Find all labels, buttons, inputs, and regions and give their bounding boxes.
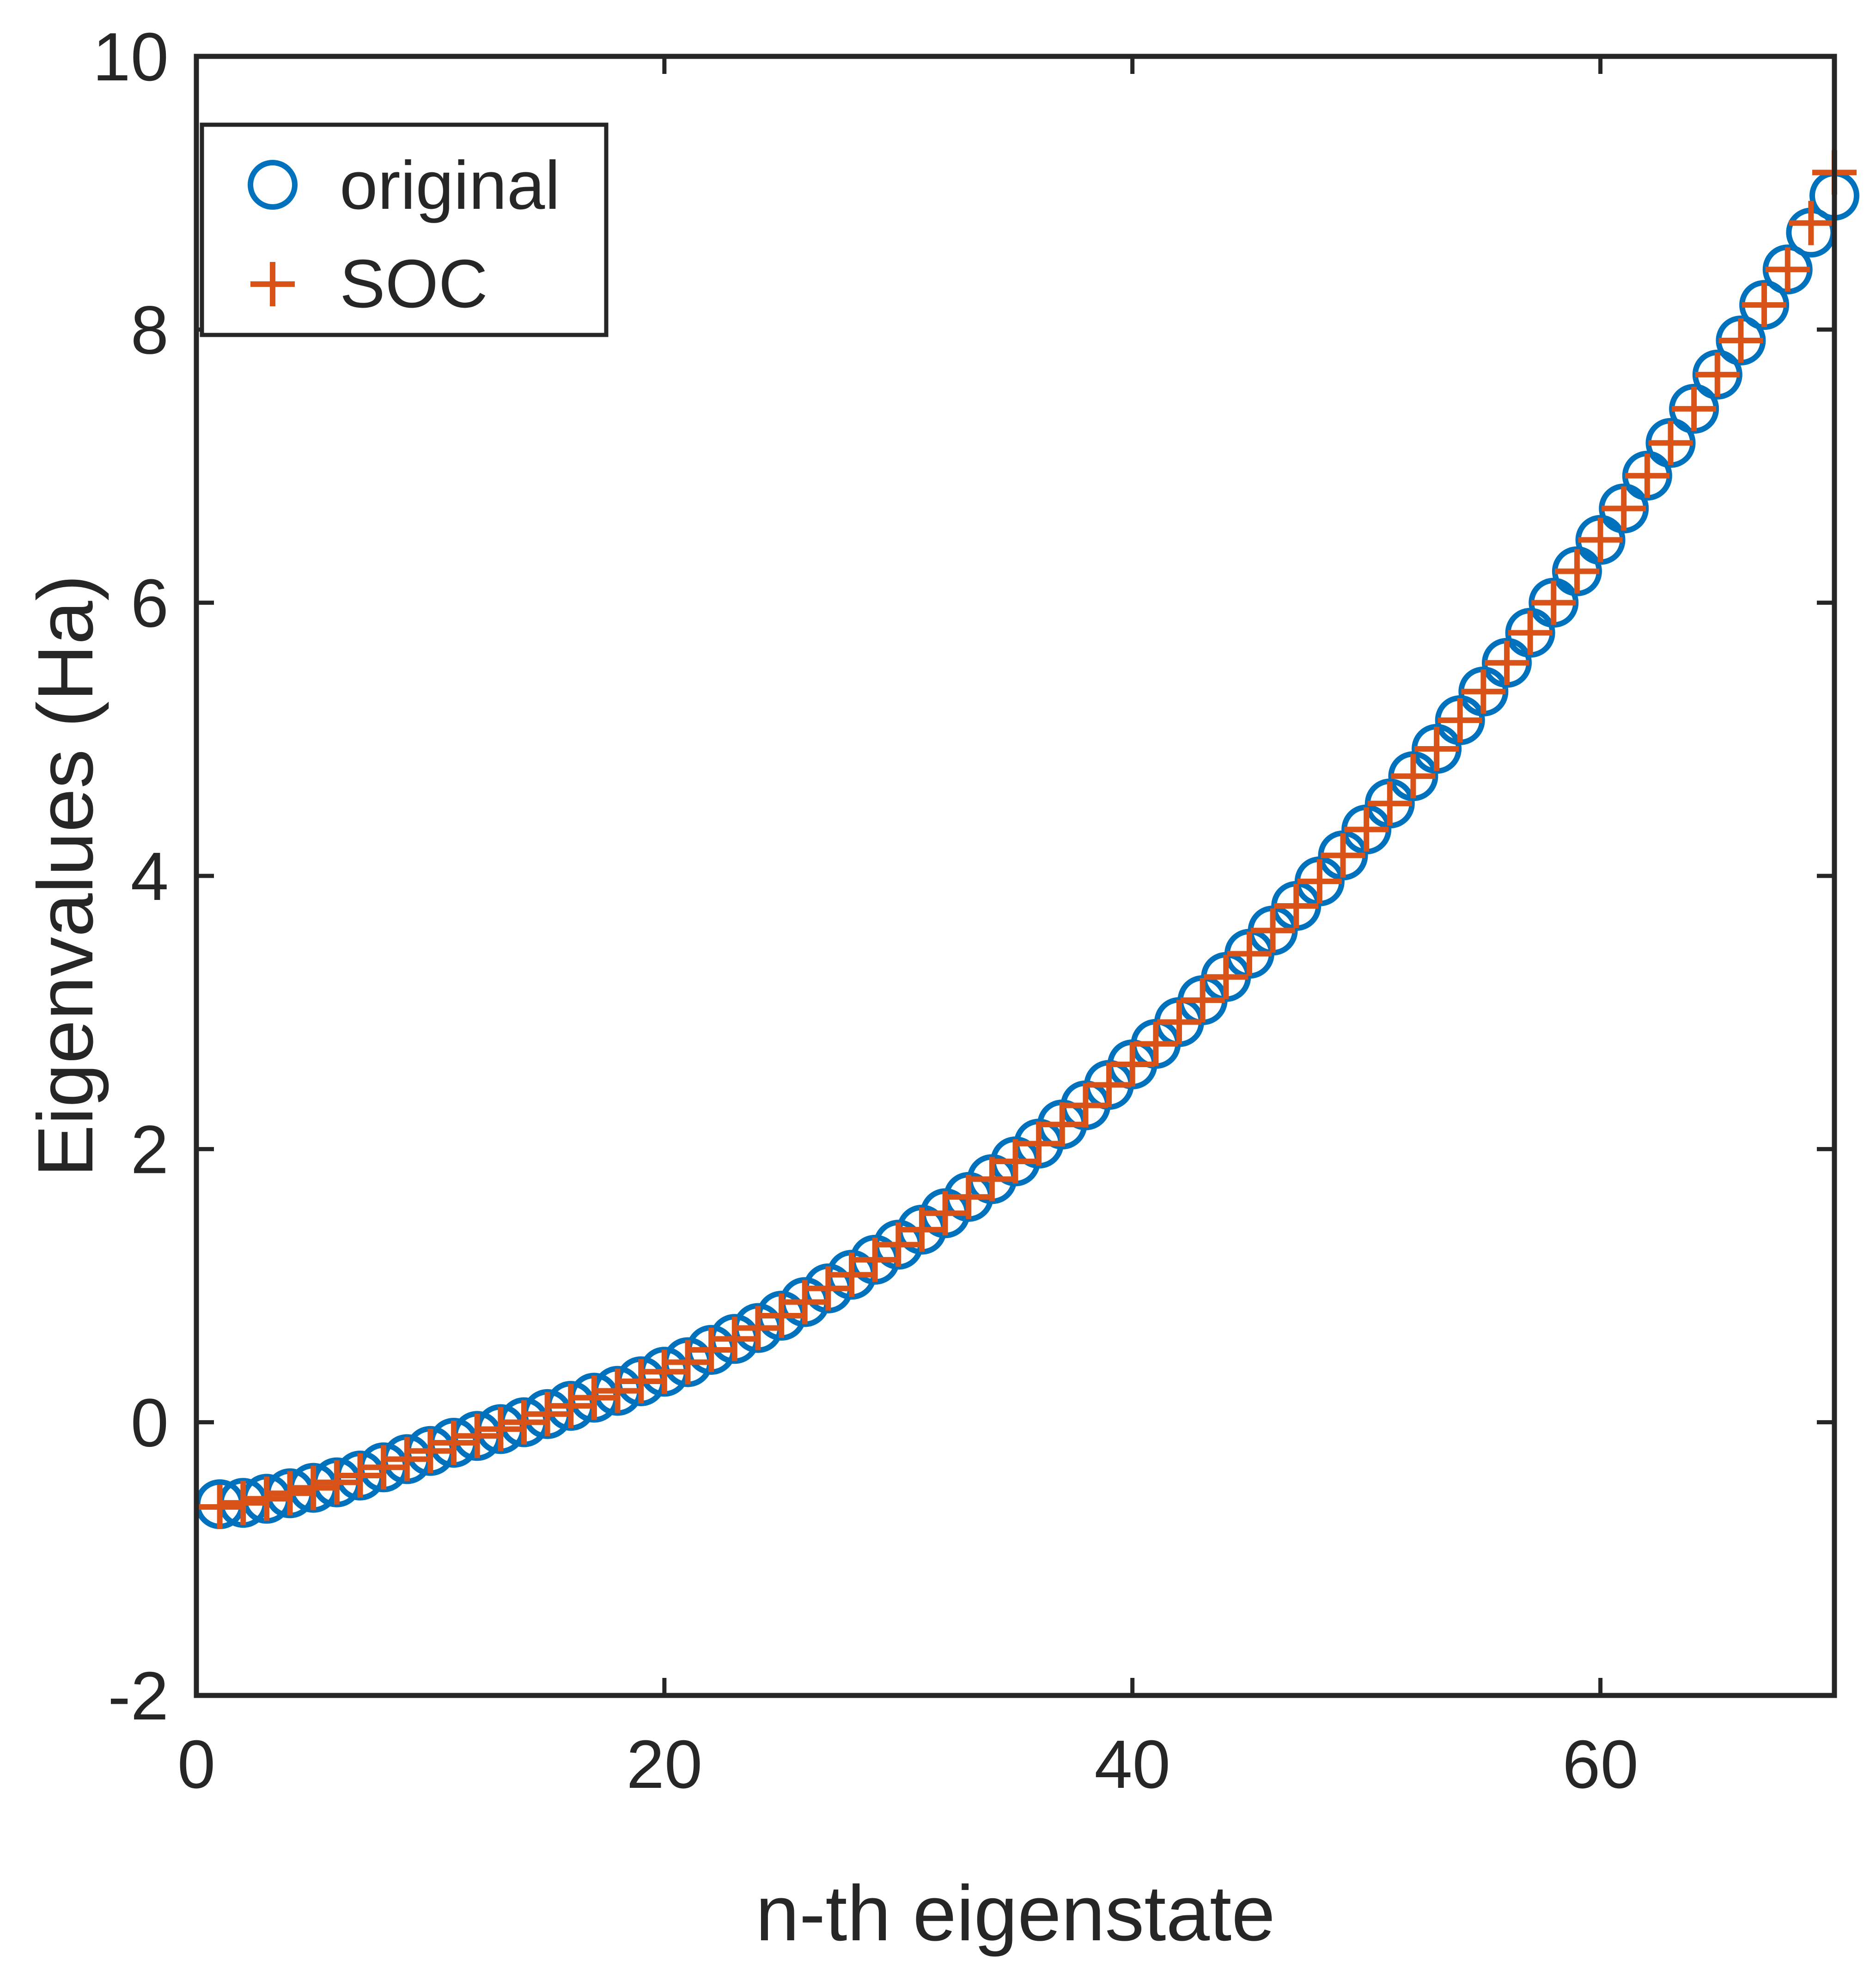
y-tick-label: 2 — [131, 1112, 169, 1188]
soc-point — [1718, 318, 1763, 363]
soc-point — [1250, 908, 1295, 953]
soc-point — [1578, 517, 1623, 562]
soc-point — [548, 1384, 593, 1428]
soc-point — [1367, 781, 1412, 826]
y-tick-label: -2 — [108, 1658, 169, 1734]
soc-point — [946, 1174, 991, 1219]
x-tick-label: 60 — [1562, 1726, 1638, 1803]
soc-point — [525, 1391, 570, 1436]
soc-point — [1391, 754, 1436, 799]
soc-point — [736, 1306, 780, 1350]
soc-point — [361, 1445, 406, 1490]
soc-point — [1063, 1083, 1108, 1128]
legend-label-soc: SOC — [340, 246, 488, 322]
soc-point — [806, 1266, 851, 1311]
soc-point — [1227, 931, 1272, 976]
soc-point — [1180, 978, 1225, 1023]
soc-point — [1602, 486, 1646, 531]
soc-point — [1531, 580, 1576, 625]
soc-point — [1040, 1102, 1084, 1147]
soc-point — [759, 1294, 804, 1338]
soc-point — [1554, 549, 1599, 594]
soc-point — [1789, 200, 1833, 245]
soc-point — [829, 1252, 874, 1297]
soc-point — [923, 1191, 968, 1236]
y-axis-label: Eigenvalues (Ha) — [22, 575, 110, 1177]
soc-point — [993, 1139, 1038, 1184]
soc-point — [1437, 698, 1482, 742]
soc-point — [1157, 1000, 1201, 1045]
soc-point — [689, 1327, 734, 1372]
legend-label-original: original — [340, 147, 560, 224]
soc-point — [455, 1414, 499, 1458]
soc-point — [1742, 283, 1787, 328]
soc-point — [1110, 1042, 1155, 1087]
soc-point — [853, 1237, 897, 1282]
soc-point — [502, 1400, 546, 1445]
data-markers — [195, 150, 1859, 1530]
soc-point — [619, 1359, 664, 1403]
soc-point — [665, 1340, 710, 1385]
soc-point — [572, 1375, 616, 1420]
x-tick-label: 40 — [1094, 1726, 1170, 1803]
x-tick-label: 0 — [177, 1726, 215, 1803]
legend-box — [200, 122, 609, 337]
soc-point — [338, 1453, 383, 1498]
y-tick-label: 4 — [131, 838, 169, 915]
soc-point — [1695, 352, 1740, 397]
legend-marker-soc — [250, 262, 295, 306]
y-tick-label: 6 — [131, 565, 169, 642]
soc-point — [1485, 640, 1529, 685]
soc-point — [1204, 954, 1249, 999]
axes-frame — [194, 54, 1837, 1698]
soc-point — [478, 1407, 523, 1452]
soc-point — [642, 1349, 687, 1394]
y-tick-label: 8 — [131, 292, 169, 368]
soc-point — [1765, 247, 1810, 292]
soc-point — [595, 1368, 640, 1413]
soc-point — [899, 1207, 944, 1252]
y-tick-label: 0 — [131, 1385, 169, 1461]
soc-point — [782, 1280, 827, 1324]
soc-point — [1087, 1063, 1132, 1107]
x-tick-label: 20 — [627, 1726, 703, 1803]
soc-point — [969, 1157, 1014, 1202]
soc-point — [712, 1317, 757, 1361]
legend: original SOC — [200, 122, 609, 337]
soc-point — [244, 1476, 289, 1521]
soc-point — [408, 1428, 453, 1473]
soc-point — [1508, 610, 1553, 655]
soc-point — [1625, 453, 1669, 498]
soc-point — [197, 1484, 242, 1529]
soc-point — [1414, 727, 1459, 771]
y-tick-label: 10 — [92, 19, 169, 95]
legend-marker-original — [248, 160, 298, 210]
soc-point — [876, 1222, 921, 1267]
soc-point — [1321, 833, 1365, 878]
x-axis-label: n-th eigenstate — [755, 1870, 1275, 1957]
soc-point — [314, 1460, 359, 1505]
soc-point — [1672, 386, 1717, 431]
soc-point — [432, 1421, 476, 1465]
soc-point — [1344, 807, 1389, 852]
soc-point — [1133, 1021, 1178, 1066]
soc-point — [268, 1471, 312, 1516]
soc-point — [291, 1465, 336, 1510]
soc-point — [384, 1437, 429, 1482]
soc-point — [1274, 884, 1319, 929]
soc-point — [1017, 1121, 1061, 1166]
soc-point — [1648, 420, 1693, 465]
soc-point — [1461, 669, 1506, 714]
soc-point — [1297, 859, 1342, 904]
soc-point — [221, 1481, 266, 1525]
